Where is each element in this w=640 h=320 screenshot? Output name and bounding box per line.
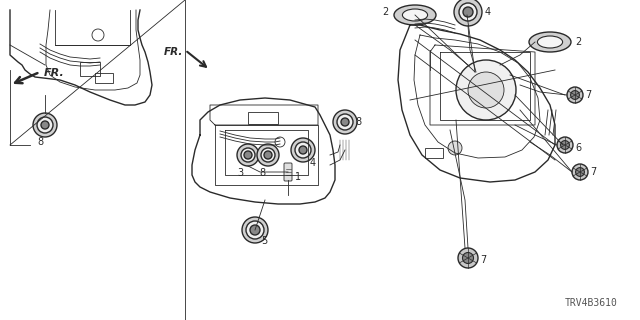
Text: 4: 4 [485,7,491,17]
Circle shape [557,137,573,153]
Text: 7: 7 [480,255,486,265]
Circle shape [458,248,478,268]
Circle shape [257,144,279,166]
Text: FR.: FR. [44,68,65,78]
Text: 8: 8 [355,117,361,127]
Circle shape [41,121,49,129]
Text: 3: 3 [237,168,243,178]
Circle shape [454,0,482,26]
Circle shape [456,60,516,120]
Ellipse shape [403,9,428,21]
Circle shape [575,168,584,176]
Text: 4: 4 [310,158,316,168]
FancyBboxPatch shape [284,163,292,181]
Ellipse shape [394,5,436,25]
Text: TRV4B3610: TRV4B3610 [565,298,618,308]
Text: 2: 2 [381,7,388,17]
Circle shape [341,118,349,126]
Circle shape [264,151,272,159]
Text: 7: 7 [585,90,591,100]
Circle shape [448,141,462,155]
Circle shape [561,140,570,149]
Text: 1: 1 [295,172,301,182]
Circle shape [468,72,504,108]
Circle shape [37,117,53,133]
Circle shape [246,221,264,239]
Circle shape [261,148,275,162]
Circle shape [567,87,583,103]
Circle shape [291,138,315,162]
Text: 5: 5 [261,236,268,246]
Circle shape [242,217,268,243]
Circle shape [244,151,252,159]
Circle shape [33,113,57,137]
Circle shape [333,110,357,134]
Text: FR.: FR. [164,47,183,57]
Circle shape [572,164,588,180]
Circle shape [337,114,353,130]
Circle shape [241,148,255,162]
Circle shape [463,252,474,263]
Text: 7: 7 [590,167,596,177]
Ellipse shape [529,32,571,52]
Text: 8: 8 [259,168,265,178]
Circle shape [571,91,579,100]
Text: 2: 2 [575,37,581,47]
Text: 8: 8 [37,137,43,147]
Circle shape [237,144,259,166]
Circle shape [463,7,473,17]
Ellipse shape [538,36,563,48]
Circle shape [295,142,311,158]
Circle shape [299,146,307,154]
Circle shape [459,3,477,21]
Text: 6: 6 [575,143,581,153]
Circle shape [250,225,260,235]
